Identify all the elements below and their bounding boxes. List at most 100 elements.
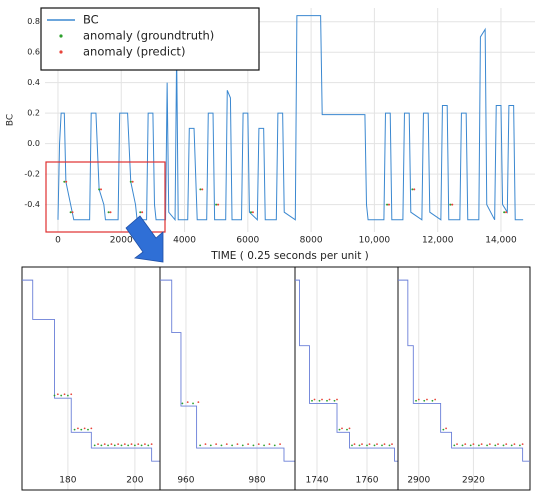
anomaly-point [217,203,220,206]
anomaly-point [247,443,250,445]
anomaly-point [279,443,281,445]
anomaly-point [388,444,391,447]
anomaly-point [117,443,120,445]
subplot-frame [159,266,296,491]
anomaly-point [83,427,86,430]
x-tick-label: 14,000 [485,236,517,246]
anomaly-point [209,444,212,447]
legend-swatch [59,34,63,38]
series-line [57,15,524,222]
x-tick-label: 1740 [306,476,329,486]
x-tick-label: 12,000 [422,236,454,246]
x-tick-label: 180 [59,476,76,486]
anomaly-point [225,443,228,445]
anomaly-point [251,211,254,214]
x-tick-label: 2900 [407,476,430,486]
anomaly-point [472,443,475,445]
anomaly-point [338,428,341,431]
anomaly-point [65,180,68,183]
anomaly-point [215,203,218,206]
anomaly-point [144,443,146,445]
anomaly-point [147,444,150,447]
anomaly-point [383,443,386,445]
legend-label: anomaly (predict) [83,45,185,59]
x-tick-label: 6000 [236,236,259,246]
anomaly-point [333,399,336,402]
anomaly-point [521,443,524,445]
anomaly-point [497,443,499,445]
anomaly-point [103,443,106,445]
anomaly-point [348,427,351,430]
anomaly-point [353,443,356,445]
anomaly-point [434,398,437,401]
anomaly-point [477,444,480,447]
subplot-frame [397,266,531,491]
anomaly-point [63,393,66,396]
anomaly-point [461,444,464,447]
anomaly-point [252,444,255,447]
anomaly-point [70,393,73,396]
anomaly-point [464,443,467,445]
anomaly-point [137,443,140,445]
anomaly-point [368,443,371,445]
anomaly-point [451,203,454,206]
anomaly-point [505,211,508,214]
anomaly-point [505,443,508,445]
subplot: 1740 1760 [294,266,399,491]
x-tick-label: 2000 [110,236,133,246]
anomaly-point [77,427,79,430]
anomaly-point [411,188,414,191]
x-tick-label: 960 [177,476,194,486]
y-tick-label: 0.8 [27,17,40,26]
anomaly-point [133,444,136,447]
anomaly-point [486,444,488,447]
anomaly-point [192,402,194,405]
subplot-frame [294,266,399,491]
anomaly-point [109,211,112,214]
legend-frame [40,7,260,71]
anomaly-point [66,394,69,397]
anomaly-point [445,427,447,430]
anomaly-point [480,443,483,445]
anomaly-point [413,188,416,191]
anomaly-point [93,444,96,447]
anomaly-point [263,444,265,447]
legend: BC anomaly (groundtruth) anomaly (predict) [40,7,260,71]
anomaly-point [130,443,133,445]
anomaly-point [442,428,445,431]
anomaly-point [488,443,491,445]
anomaly-point [123,443,126,445]
x-tick-label: 10,000 [359,236,391,246]
anomaly-point [215,443,218,445]
anomaly-point [366,444,368,447]
anomaly-point [318,399,321,402]
anomaly-point [321,398,323,401]
anomaly-point [257,443,260,445]
anomaly-point [139,211,142,214]
legend-swatch [59,50,63,54]
anomaly-point [415,399,417,402]
anomaly-point [502,444,505,447]
anomaly-point [141,211,144,214]
anomaly-point [456,443,458,445]
anomaly-point [129,180,132,183]
y-tick-label: 0.2 [27,109,40,118]
anomaly-point [98,188,101,191]
anomaly-point [71,211,74,214]
anomaly-point [417,398,420,401]
anomaly-point [503,211,506,214]
zoom-frame [21,266,531,491]
anomaly-point [199,444,202,447]
x-tick-label: 8000 [300,236,323,246]
series-line [295,279,398,462]
anomaly-point [273,444,276,447]
x-tick-label: 1760 [356,476,379,486]
anomaly-point [150,443,153,445]
anomaly-point [107,444,109,447]
anomaly-point [181,402,184,405]
anomaly-point [431,399,434,402]
series-line [398,279,530,462]
anomaly-point [513,443,516,445]
